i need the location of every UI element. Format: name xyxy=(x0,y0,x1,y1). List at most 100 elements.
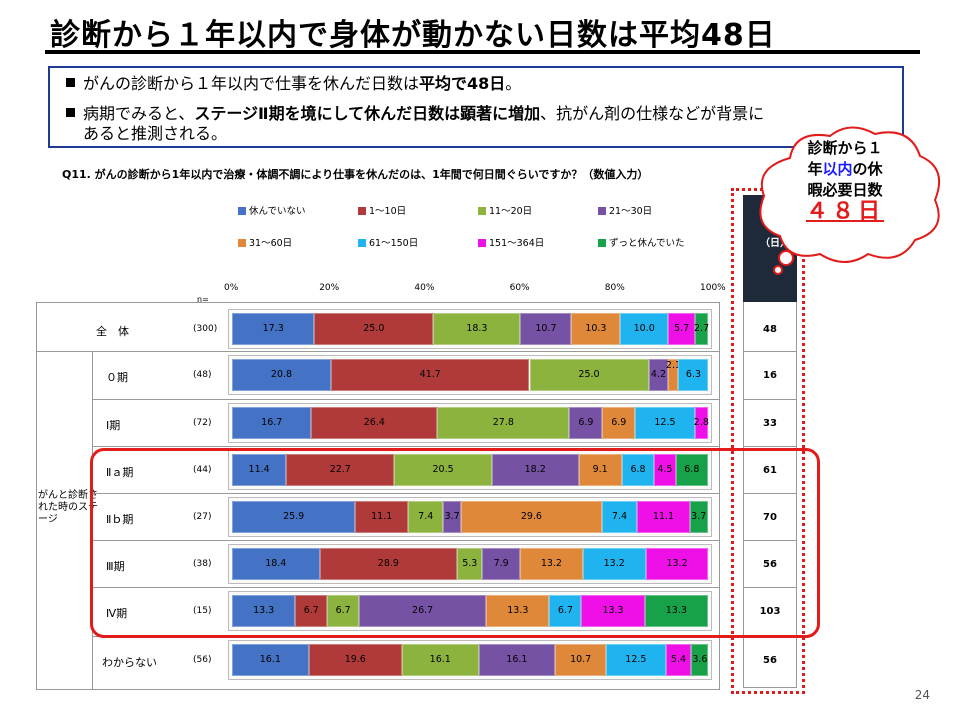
n-label: n= xyxy=(197,295,209,304)
average-days-value: 48 xyxy=(763,324,777,335)
legend-label: 151～364日 xyxy=(489,238,545,249)
bar-value-label: 18.3 xyxy=(466,323,488,334)
bar-value-label: 12.5 xyxy=(625,654,647,665)
row-sample-size: (48) xyxy=(193,370,212,380)
bar-segment xyxy=(443,501,461,533)
row-label: Ⅳ期 xyxy=(106,607,128,620)
bar-segment xyxy=(691,644,709,676)
legend-label: 11～20日 xyxy=(489,206,533,217)
bullet-2-end: 、抗がん剤の仕様などが背景に xyxy=(540,104,765,123)
bar-value-label: 2.1 xyxy=(665,360,682,371)
legend-swatch xyxy=(598,238,606,247)
bar-segment xyxy=(695,313,708,345)
legend-item: 61～150日 xyxy=(358,235,418,249)
legend-label: 1～10日 xyxy=(369,206,407,217)
bar-segment xyxy=(394,454,492,486)
average-days-value: 56 xyxy=(763,655,777,666)
row-label: ０期 xyxy=(106,371,128,384)
bar-segment xyxy=(327,595,360,627)
bullet-square-icon xyxy=(66,78,75,87)
legend-swatch xyxy=(478,206,486,215)
bar-segment xyxy=(571,313,621,345)
legend-item: 21～30日 xyxy=(598,203,652,217)
x-tick-label: 40% xyxy=(414,283,435,293)
callout-line-2-c: の休 xyxy=(852,160,883,178)
legend-item: 11～20日 xyxy=(478,203,532,217)
bar-value-label: 2.7 xyxy=(694,323,710,334)
legend-item: 151～364日 xyxy=(478,235,544,249)
x-tick-label: 80% xyxy=(604,283,625,293)
legend-swatch xyxy=(358,238,366,247)
bar-value-label: 7.4 xyxy=(418,511,434,522)
bar-value-label: 10.0 xyxy=(633,323,655,334)
row-sample-size: (56) xyxy=(193,655,212,665)
legend-swatch xyxy=(358,206,366,215)
bar-segment xyxy=(678,359,709,391)
average-row-separator xyxy=(743,399,797,400)
stage-highlight-box xyxy=(90,448,820,638)
summary-bullet-1: がんの診断から１年以内で仕事を休んだ日数は平均で48日。 xyxy=(66,74,521,94)
bar-segment xyxy=(232,313,315,345)
bar-value-label: 19.6 xyxy=(344,654,366,665)
average-row-separator xyxy=(743,351,797,352)
bar-segment xyxy=(529,359,649,391)
bar-segment xyxy=(602,407,636,439)
average-days-value: 103 xyxy=(759,606,781,617)
row-separator xyxy=(92,587,720,588)
bar-value-label: 10.7 xyxy=(535,323,557,334)
legend-swatch xyxy=(598,206,606,215)
bar-value-label: 6.7 xyxy=(557,605,573,616)
average-row-separator xyxy=(743,446,797,447)
bar-segment xyxy=(314,313,434,345)
bar-segment xyxy=(232,644,309,676)
chart-table-frame xyxy=(36,302,720,690)
bar-segment xyxy=(689,501,708,533)
bar-segment xyxy=(637,501,690,533)
bar-segment xyxy=(668,359,679,391)
callout-text: 診断から１ 年以内の休 暇必要日数 ４８日 xyxy=(780,138,910,223)
row-separator xyxy=(92,446,720,447)
row-separator xyxy=(92,399,720,400)
bar-value-label: 6.8 xyxy=(684,464,700,475)
bar-segment xyxy=(519,548,583,580)
legend-swatch xyxy=(238,206,246,215)
bar-segment xyxy=(549,595,582,627)
bar-segment xyxy=(232,595,296,627)
bar-segment xyxy=(645,548,709,580)
callout-line-2-a: 年 xyxy=(807,160,823,178)
bar-value-label: 10.7 xyxy=(570,654,592,665)
bar-segment xyxy=(460,501,602,533)
callout-line-1: 診断から１ xyxy=(807,139,883,157)
row-label: わからない xyxy=(102,656,157,669)
bar-value-label: 25.0 xyxy=(578,369,600,380)
bar-value-label: 5.7 xyxy=(674,323,690,334)
bar-segment xyxy=(582,548,646,580)
bullet-1-text: がんの診断から１年以内で仕事を休んだ日数は xyxy=(83,74,420,93)
legend-label: 31～60日 xyxy=(249,238,293,249)
page-number: 24 xyxy=(914,688,930,702)
survey-question: Q11. がんの診断から1年以内で治療・体調不調により仕事を休んだのは、1年間で… xyxy=(62,168,649,181)
legend-item: 1～10日 xyxy=(358,203,406,217)
row-label: Ⅲ期 xyxy=(106,560,125,573)
bar-segment xyxy=(520,313,572,345)
bar-segment xyxy=(581,595,645,627)
bar-value-label: 17.3 xyxy=(262,323,284,334)
bar-segment xyxy=(401,644,479,676)
bar-value-label: 6.7 xyxy=(303,605,319,616)
bullet-2-text: 病期でみると、 xyxy=(83,104,195,123)
bar-value-label: 26.4 xyxy=(363,417,385,428)
x-tick-label: 60% xyxy=(509,283,530,293)
legend-label: 21～30日 xyxy=(609,206,653,217)
bar-segment xyxy=(621,454,655,486)
bullet-2-bold: ステージⅡ期を境にして休んだ日数は顕著に増加 xyxy=(194,104,541,123)
bullet-1-bold: 平均で48日 xyxy=(419,74,506,93)
bar-value-label: 5.3 xyxy=(462,558,478,569)
bar-value-label: 3.7 xyxy=(691,511,707,522)
x-tick-label: 20% xyxy=(319,283,340,293)
bar-value-label: 16.1 xyxy=(506,654,528,665)
average-days-value: 56 xyxy=(763,559,777,570)
bar-value-label: 22.7 xyxy=(329,464,351,475)
bar-segment xyxy=(319,548,458,580)
bar-segment xyxy=(694,407,708,439)
callout-line-3: 暇必要日数 xyxy=(807,181,883,199)
